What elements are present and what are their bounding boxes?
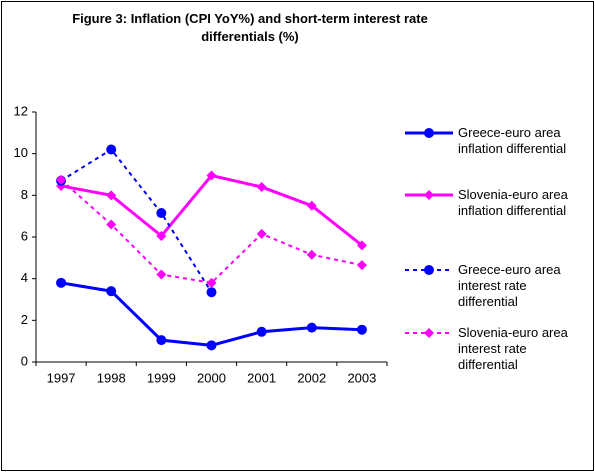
- marker: [106, 190, 117, 201]
- y-tick-label: 2: [21, 312, 28, 327]
- x-tick-label: 2003: [347, 370, 376, 385]
- marker: [156, 269, 167, 280]
- legend-label: Greece-euro area interest rate different…: [458, 262, 561, 309]
- legend-label: Greece-euro area inflation differential: [458, 125, 567, 156]
- series-line: [60, 173, 363, 247]
- marker: [424, 128, 434, 138]
- y-tick-label: 6: [21, 228, 28, 243]
- marker: [206, 287, 217, 298]
- marker: [256, 228, 267, 239]
- marker: [56, 174, 67, 185]
- x-tick-label: 1997: [47, 370, 76, 385]
- y-tick-label: 4: [21, 270, 28, 285]
- x-tick-label: 1998: [97, 370, 126, 385]
- marker: [356, 240, 367, 251]
- y-tick-label: 10: [14, 145, 28, 160]
- marker: [156, 335, 167, 346]
- x-tick-label: 2000: [197, 370, 226, 385]
- marker: [356, 324, 367, 335]
- marker: [206, 340, 217, 351]
- marker: [424, 190, 434, 200]
- marker: [256, 326, 267, 337]
- marker: [156, 208, 167, 219]
- x-tick-label: 1999: [147, 370, 176, 385]
- marker: [356, 260, 367, 271]
- chart-title: Figure 3: Inflation (CPI YoY%) and short…: [72, 11, 428, 44]
- marker: [56, 277, 67, 288]
- marker: [306, 249, 317, 260]
- marker: [206, 170, 217, 181]
- marker: [206, 277, 217, 288]
- marker: [306, 200, 317, 211]
- legend-label: Slovenia-euro area inflation differentia…: [458, 187, 568, 218]
- marker: [156, 230, 167, 241]
- series-line: [60, 148, 213, 293]
- marker: [106, 219, 117, 230]
- marker: [424, 265, 434, 275]
- y-tick-label: 8: [21, 187, 28, 202]
- y-tick-label: 0: [21, 353, 28, 368]
- marker: [306, 322, 317, 333]
- marker: [256, 182, 267, 192]
- x-tick-label: 2001: [247, 370, 276, 385]
- y-tick-label: 12: [14, 103, 28, 118]
- marker: [106, 286, 117, 297]
- marker: [106, 144, 117, 155]
- marker: [424, 328, 434, 338]
- x-tick-label: 2002: [297, 370, 326, 385]
- legend-label: Slovenia-euro area interest rate differe…: [458, 325, 568, 372]
